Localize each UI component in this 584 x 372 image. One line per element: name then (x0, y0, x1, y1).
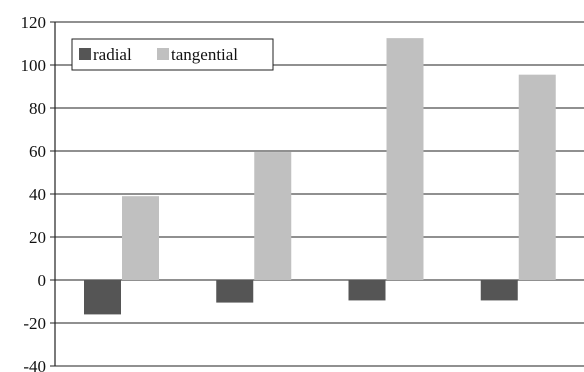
y-axis-ticks: -40 -20 0 20 40 60 80 100 120 (21, 13, 55, 372)
legend: radial tangential (71, 38, 274, 71)
bar-radial-3 (348, 280, 386, 301)
y-tick-label: 0 (38, 271, 47, 290)
bar-tangential-4 (518, 74, 556, 280)
y-tick-label: -20 (23, 314, 46, 333)
y-tick-label: 100 (21, 56, 47, 75)
bar-radial-2 (216, 280, 254, 303)
y-tick-label: -40 (23, 357, 46, 372)
bar-tangential-2 (254, 152, 292, 280)
y-tick-label: 20 (29, 228, 46, 247)
bar-radial-4 (480, 280, 518, 301)
bars (84, 38, 556, 315)
legend-box (71, 38, 274, 71)
legend-swatch-radial (79, 48, 91, 60)
legend-label-radial: radial (93, 45, 132, 64)
y-tick-label: 120 (21, 13, 47, 32)
y-tick-label: 80 (29, 99, 46, 118)
legend-swatch-tangential (157, 48, 169, 60)
bar-tangential-1 (122, 196, 159, 280)
bar-radial-1 (84, 280, 121, 315)
gridlines (55, 21, 584, 367)
y-tick-label: 40 (29, 185, 46, 204)
bar-tangential-3 (386, 38, 424, 280)
y-tick-label: 60 (29, 142, 46, 161)
legend-label-tangential: tangential (171, 45, 238, 64)
